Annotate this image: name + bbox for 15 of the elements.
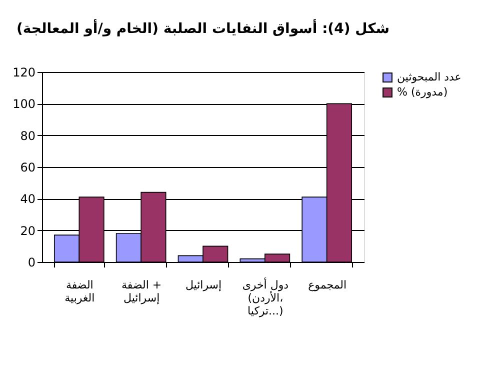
x-tick-label: إسرائيل xyxy=(185,278,222,292)
y-tick-label: 120 xyxy=(12,66,36,80)
chart-title: شكل (4): أسواق النفايات الصلبة (الخام و/أو المعالجة) xyxy=(16,19,390,37)
x-tick-label: دول أخرى (الأردن، تركيا...) xyxy=(242,278,289,318)
y-tick-label: 100 xyxy=(12,97,36,112)
x-tick-label: المجموع xyxy=(308,278,347,292)
legend-label: عدد المبحوثين xyxy=(397,70,462,84)
x-tick-label: الضفة + إسرائيل xyxy=(122,278,162,304)
y-tick-label: 40 xyxy=(20,192,36,206)
y-tick-label: 0 xyxy=(28,256,36,270)
y-tick-label: 60 xyxy=(20,160,36,174)
x-tick-label: الضفة الغربية xyxy=(64,278,95,304)
y-tick-label: 80 xyxy=(20,128,36,143)
y-tick-label: 20 xyxy=(20,224,36,238)
legend-label: % (مدورة) xyxy=(397,86,448,98)
